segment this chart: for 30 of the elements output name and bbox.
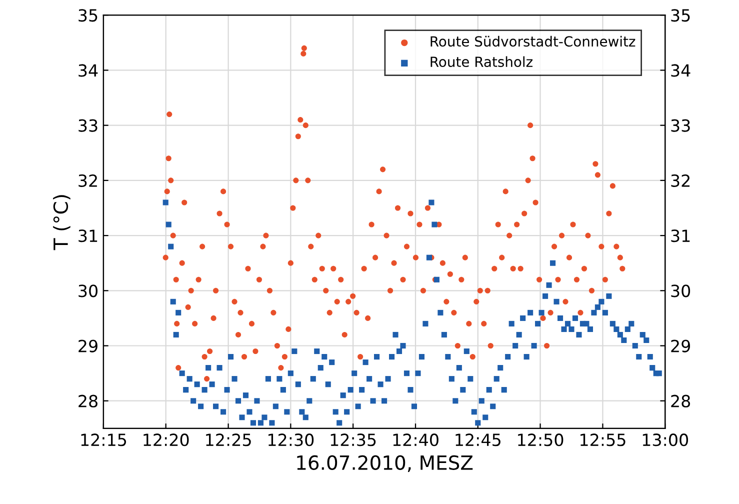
x-tick-label: 12:15 — [81, 434, 126, 446]
x-tick-label: 12:35 — [330, 434, 376, 446]
y2-tick-label: 35 — [671, 9, 690, 22]
y-tick-label: 34 — [78, 64, 98, 77]
legend-label: Route Ratsholz — [430, 56, 533, 68]
x-tick-label: 12:40 — [393, 434, 438, 446]
x-tick-label: 12:25 — [206, 434, 251, 446]
y2-tick-label: 31 — [671, 230, 690, 242]
legend-label: Route Südvorstadt-Connewitz — [430, 36, 636, 47]
y-tick-label: 30 — [78, 284, 98, 298]
y-tick-label: 32 — [78, 174, 97, 187]
y2-tick-label: 28 — [671, 394, 690, 408]
x-tick-label: 12:45 — [456, 434, 500, 446]
x-tick-label: 12:50 — [518, 434, 564, 446]
x-axis-title: 16.07.2010, MESZ — [297, 455, 473, 472]
y-tick-label: 31 — [78, 230, 98, 242]
y2-tick-label: 34 — [671, 64, 690, 77]
y2-tick-label: 32 — [671, 174, 690, 187]
x-tick-label: 12:55 — [580, 434, 626, 446]
y2-tick-label: 30 — [671, 284, 690, 298]
y2-tick-label: 33 — [671, 119, 690, 132]
y-tick-label: 33 — [78, 119, 98, 132]
x-tick-label: 13:00 — [642, 434, 688, 446]
x-tick-label: 12:20 — [144, 434, 189, 446]
y-axis-title: T (°C) — [53, 195, 70, 250]
y2-tick-label: 29 — [671, 340, 690, 352]
y-tick-label: 35 — [78, 9, 98, 22]
x-tick-label: 12:30 — [268, 434, 314, 446]
y-tick-label: 29 — [78, 340, 98, 352]
y-tick-label: 28 — [78, 394, 98, 408]
